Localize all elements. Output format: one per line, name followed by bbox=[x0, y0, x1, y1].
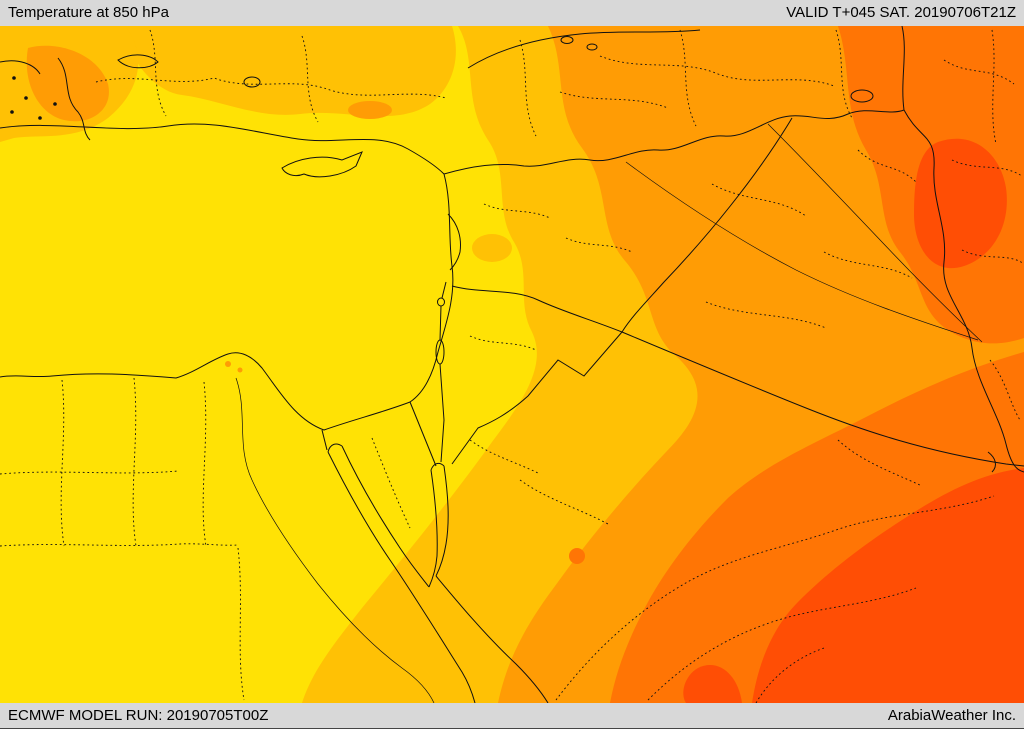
aegean-coastline bbox=[57, 57, 91, 141]
syria-jordan-border bbox=[451, 285, 623, 333]
temperature-map bbox=[0, 26, 1024, 703]
admin-iran-2 bbox=[951, 159, 1023, 177]
valid-time-label: VALID T+045 SAT. 20190706T21Z bbox=[786, 4, 1016, 21]
admin-turkey-8 bbox=[559, 91, 669, 109]
kuwait-border bbox=[987, 451, 996, 473]
temp-spot-dark-red-sea bbox=[569, 548, 585, 564]
temp-band-amber-syria-patch bbox=[472, 234, 512, 262]
model-run-label: ECMWF MODEL RUN: 20190705T00Z bbox=[8, 707, 269, 724]
temp-band-red-upper-right-blob bbox=[914, 138, 1007, 269]
admin-saudi-4 bbox=[837, 439, 923, 487]
admin-turkey-6 bbox=[679, 29, 697, 127]
lake-van bbox=[850, 89, 874, 103]
admin-egypt-3 bbox=[202, 381, 207, 547]
map-title: Temperature at 850 hPa bbox=[8, 4, 169, 21]
temp-spot-cairo-1 bbox=[225, 361, 231, 367]
gulf-of-suez-east-shore bbox=[341, 445, 430, 588]
tigris-river bbox=[767, 123, 983, 343]
attribution-label: ArabiaWeather Inc. bbox=[887, 707, 1016, 724]
aegean-island-2 bbox=[24, 96, 28, 100]
marmara-sea-outline bbox=[117, 54, 159, 69]
admin-syria-1 bbox=[483, 203, 551, 219]
nile-river bbox=[235, 377, 435, 703]
bottom-bar: ECMWF MODEL RUN: 20190705T00Z ArabiaWeat… bbox=[0, 703, 1024, 728]
cyprus-island-outline bbox=[281, 151, 363, 178]
admin-iraq-1 bbox=[711, 183, 807, 217]
admin-syria-2 bbox=[565, 237, 633, 253]
euphrates-river bbox=[625, 161, 979, 341]
temperature-bands bbox=[0, 26, 1024, 703]
aegean-island-3 bbox=[10, 110, 14, 114]
lake-turkey-2 bbox=[586, 43, 598, 51]
admin-sinai bbox=[371, 437, 411, 529]
temp-band-red-southeast bbox=[752, 468, 1024, 703]
admin-saudi-2 bbox=[647, 587, 917, 701]
admin-jordan-saudi-west bbox=[469, 439, 541, 475]
admin-turkey-5 bbox=[599, 55, 835, 87]
admin-iran-1 bbox=[943, 59, 1015, 85]
admin-turkey-4 bbox=[519, 39, 537, 137]
admin-jordan-1 bbox=[469, 335, 537, 351]
aqaba-east-shore bbox=[435, 465, 449, 577]
admin-boundaries bbox=[0, 29, 1024, 703]
mediterranean-levant-egypt-coastline bbox=[0, 123, 454, 431]
admin-saudi-5 bbox=[755, 647, 825, 703]
aegean-island-1 bbox=[12, 76, 16, 80]
admin-egypt-sudan bbox=[0, 543, 239, 547]
saudi-red-sea-coastline bbox=[435, 575, 549, 703]
country-borders bbox=[409, 26, 1024, 473]
admin-saudi-3 bbox=[519, 479, 609, 525]
jordan-saudi-border bbox=[451, 331, 623, 465]
admin-turkey-1 bbox=[95, 77, 447, 99]
black-sea-coastline bbox=[467, 29, 701, 69]
admin-saudi-1 bbox=[555, 495, 995, 701]
turkey-iran-border bbox=[901, 26, 905, 111]
temp-spot-cairo-2 bbox=[237, 367, 243, 373]
coastlines bbox=[0, 29, 701, 703]
top-bar: Temperature at 850 hPa VALID T+045 SAT. … bbox=[0, 0, 1024, 26]
aqaba-head bbox=[430, 462, 445, 471]
suez-canal bbox=[321, 429, 328, 451]
admin-iraq-2 bbox=[823, 251, 913, 279]
admin-iraq-4 bbox=[857, 149, 917, 183]
aegean-island-5 bbox=[53, 102, 57, 106]
lake-turkey-1 bbox=[560, 36, 574, 44]
lake-tuz bbox=[243, 76, 261, 88]
syria-iraq-border bbox=[621, 117, 793, 333]
suez-head bbox=[327, 443, 343, 453]
temp-band-orange-turkey-patch bbox=[348, 101, 392, 119]
aegean-coastline-corner bbox=[0, 60, 41, 75]
israel-jordan-border bbox=[439, 281, 447, 463]
israel-egypt-border bbox=[409, 401, 437, 467]
admin-egypt-west bbox=[0, 470, 179, 475]
admin-iraq-3 bbox=[705, 301, 827, 329]
gulf-of-suez-west-shore bbox=[327, 451, 476, 703]
rivers bbox=[235, 123, 983, 703]
admin-turkey-2 bbox=[149, 29, 167, 117]
temp-band-amber-turkey bbox=[120, 26, 456, 117]
sinai-east-coast-aqaba-west bbox=[428, 469, 438, 588]
iraq-saudi-border bbox=[621, 331, 1024, 467]
lakes-and-islands bbox=[10, 36, 874, 365]
iraq-iran-border bbox=[903, 109, 1024, 473]
aegean-island-4 bbox=[38, 116, 42, 120]
lebanon-border bbox=[447, 213, 461, 271]
temp-band-orange-northwest-blob bbox=[26, 45, 109, 122]
admin-egypt-1 bbox=[60, 379, 65, 547]
admin-turkey-7 bbox=[835, 29, 853, 119]
admin-iran-4 bbox=[991, 29, 997, 145]
temp-band-red-southeast-arm bbox=[683, 665, 742, 703]
admin-turkey-3 bbox=[301, 35, 319, 123]
turkey-syria-iraq-border bbox=[443, 109, 905, 175]
